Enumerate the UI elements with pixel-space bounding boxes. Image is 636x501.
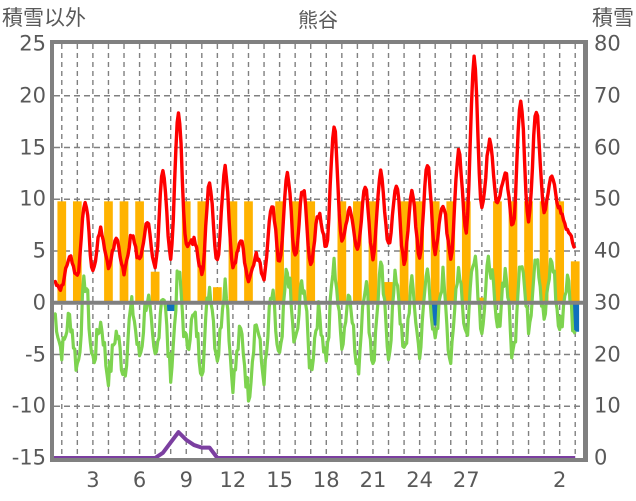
x-axis-tick: 12	[219, 468, 247, 492]
left-axis-tick: 10	[19, 186, 46, 211]
left-axis-tick: 15	[19, 135, 46, 159]
x-axis-tick: 18	[312, 468, 340, 492]
x-axis-tick: 27	[452, 468, 480, 492]
plot-area	[50, 40, 588, 462]
left-axis-tick: -10	[11, 393, 46, 418]
x-axis-tick: 24	[406, 468, 433, 492]
left-axis-unit-label: 積雪以外	[2, 6, 86, 30]
left-axis-tick: 5	[32, 238, 46, 263]
left-axis-tick: 20	[19, 83, 46, 108]
x-axis-tick: 6	[132, 468, 147, 492]
x-axis-tick: 9	[179, 468, 193, 492]
right-axis-tick: 70	[594, 83, 621, 108]
right-axis-tick: 0	[594, 445, 608, 470]
right-axis-tick: 40	[594, 238, 621, 263]
left-axis-tick: 0	[32, 290, 46, 315]
right-axis-tick: 80	[594, 31, 621, 56]
right-axis-tick: 60	[594, 135, 621, 159]
x-axis-tick: 15	[266, 468, 293, 492]
left-axis-tick: -5	[25, 342, 46, 366]
chart-title: 熊谷	[298, 8, 338, 32]
x-axis-tick: 21	[359, 468, 387, 492]
right-axis-tick: 10	[594, 393, 621, 418]
right-axis-tick: 30	[594, 290, 621, 315]
x-axis-tick: 3	[86, 468, 100, 492]
plot-inner	[54, 44, 583, 458]
left-axis-tick: -15	[11, 445, 46, 470]
right-axis-tick: 20	[594, 342, 621, 366]
x-axis-tick: 2	[552, 468, 567, 492]
left-axis-tick: 25	[19, 31, 46, 56]
right-axis-unit-label: 積雪	[592, 6, 634, 30]
plot-svg	[54, 44, 583, 458]
right-axis-tick: 50	[594, 186, 621, 211]
